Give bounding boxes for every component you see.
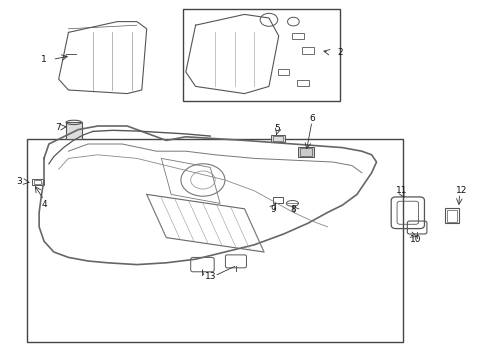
Bar bbox=[183, 9, 339, 101]
Text: 13: 13 bbox=[204, 272, 216, 281]
Text: 5: 5 bbox=[274, 124, 280, 133]
Bar bbox=[297, 80, 308, 86]
Bar bbox=[271, 135, 285, 142]
Text: 6: 6 bbox=[308, 114, 314, 122]
Text: 3: 3 bbox=[17, 177, 22, 186]
Text: 12: 12 bbox=[455, 186, 467, 195]
Bar bbox=[34, 180, 41, 184]
Bar bbox=[292, 33, 304, 39]
Text: 2: 2 bbox=[336, 48, 342, 57]
Text: 7: 7 bbox=[55, 123, 61, 132]
Bar bbox=[272, 197, 282, 203]
Text: 10: 10 bbox=[409, 235, 421, 244]
Bar bbox=[298, 147, 313, 157]
Text: 8: 8 bbox=[290, 205, 296, 214]
Text: 9: 9 bbox=[269, 205, 275, 214]
Bar bbox=[27, 139, 403, 342]
Bar bbox=[446, 210, 456, 222]
Text: 1: 1 bbox=[41, 55, 47, 64]
Bar bbox=[302, 47, 313, 54]
Bar bbox=[66, 122, 81, 139]
Bar bbox=[273, 136, 283, 141]
Bar bbox=[444, 208, 458, 223]
Bar bbox=[32, 179, 44, 185]
Bar bbox=[300, 148, 311, 156]
Text: 4: 4 bbox=[41, 200, 47, 209]
Text: 11: 11 bbox=[395, 186, 407, 195]
Bar bbox=[277, 69, 289, 75]
